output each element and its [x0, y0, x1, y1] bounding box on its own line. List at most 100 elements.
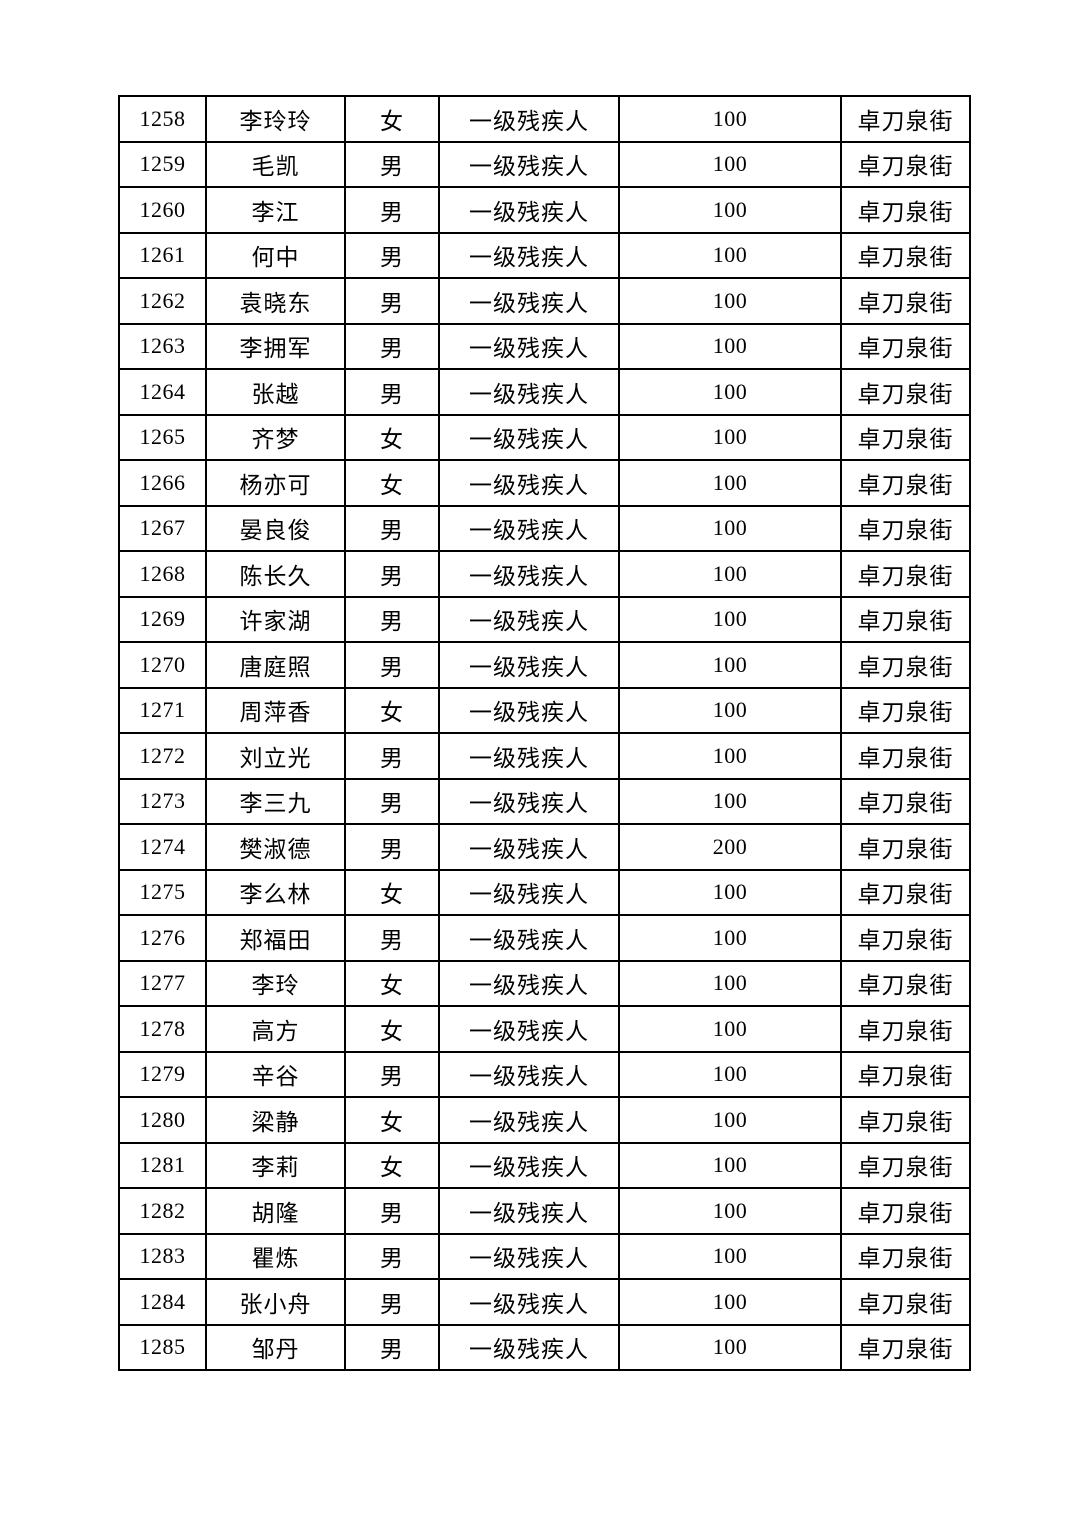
- table-row: 1279 辛谷男一级残疾人 100 卓刀泉街: [118, 1050, 971, 1098]
- cell-gender: 男: [344, 1323, 440, 1371]
- table-row: 1277 李玲女一级残疾人 100 卓刀泉街: [118, 959, 971, 1007]
- cell-serial: 1260: [118, 186, 207, 234]
- cell-name: 李么林: [205, 868, 346, 916]
- cell-street: 卓刀泉街: [840, 777, 971, 825]
- cell-street: 卓刀泉街: [840, 1323, 971, 1371]
- cell-category: 一级残疾人: [438, 459, 620, 507]
- cell-street: 卓刀泉街: [840, 823, 971, 871]
- cell-amount: 100: [618, 1278, 842, 1326]
- cell-serial: 1284: [118, 1278, 207, 1326]
- cell-name: 杨亦可: [205, 459, 346, 507]
- cell-serial: 1277: [118, 959, 207, 1007]
- cell-category: 一级残疾人: [438, 914, 620, 962]
- cell-gender: 男: [344, 1187, 440, 1235]
- cell-gender: 男: [344, 140, 440, 188]
- cell-category: 一级残疾人: [438, 1141, 620, 1189]
- cell-gender: 男: [344, 231, 440, 279]
- cell-category: 一级残疾人: [438, 277, 620, 325]
- cell-category: 一级残疾人: [438, 231, 620, 279]
- cell-name: 胡隆: [205, 1187, 346, 1235]
- cell-name: 李玲玲: [205, 95, 346, 143]
- cell-serial: 1268: [118, 550, 207, 598]
- cell-category: 一级残疾人: [438, 641, 620, 689]
- table-row: 1285 邹丹男一级残疾人 100 卓刀泉街: [118, 1323, 971, 1371]
- cell-street: 卓刀泉街: [840, 277, 971, 325]
- cell-gender: 男: [344, 914, 440, 962]
- cell-street: 卓刀泉街: [840, 1187, 971, 1235]
- cell-gender: 女: [344, 1005, 440, 1053]
- cell-gender: 男: [344, 732, 440, 780]
- cell-category: 一级残疾人: [438, 1187, 620, 1235]
- subsidy-roster-table: 1258 李玲玲女一级残疾人 100 卓刀泉街 1259 毛凯男一级残疾人 100 卓刀泉街 1…: [118, 95, 971, 1371]
- cell-category: 一级残疾人: [438, 686, 620, 734]
- cell-name: 樊淑德: [205, 823, 346, 871]
- table-row: 1269 许家湖男一级残疾人 100 卓刀泉街: [118, 595, 971, 643]
- cell-gender: 女: [344, 959, 440, 1007]
- cell-amount: 100: [618, 231, 842, 279]
- cell-category: 一级残疾人: [438, 777, 620, 825]
- table-row: 1259 毛凯男一级残疾人 100 卓刀泉街: [118, 140, 971, 188]
- cell-amount: 100: [618, 186, 842, 234]
- cell-amount: 100: [618, 459, 842, 507]
- cell-category: 一级残疾人: [438, 504, 620, 552]
- cell-amount: 100: [618, 1141, 842, 1189]
- cell-serial: 1265: [118, 413, 207, 461]
- cell-amount: 100: [618, 959, 842, 1007]
- cell-gender: 男: [344, 322, 440, 370]
- cell-gender: 男: [344, 550, 440, 598]
- cell-name: 张越: [205, 368, 346, 416]
- table-row: 1268 陈长久男一级残疾人 100 卓刀泉街: [118, 550, 971, 598]
- cell-category: 一级残疾人: [438, 550, 620, 598]
- table-row: 1273 李三九男一级残疾人 100 卓刀泉街: [118, 777, 971, 825]
- cell-name: 张小舟: [205, 1278, 346, 1326]
- cell-category: 一级残疾人: [438, 959, 620, 1007]
- cell-serial: 1281: [118, 1141, 207, 1189]
- cell-category: 一级残疾人: [438, 95, 620, 143]
- table-row: 1267 晏良俊男一级残疾人 100 卓刀泉街: [118, 504, 971, 552]
- table-row: 1278 高方女一级残疾人 100 卓刀泉街: [118, 1005, 971, 1053]
- cell-serial: 1261: [118, 231, 207, 279]
- cell-street: 卓刀泉街: [840, 368, 971, 416]
- cell-gender: 女: [344, 686, 440, 734]
- cell-gender: 男: [344, 595, 440, 643]
- table-row: 1272 刘立光男一级残疾人 100 卓刀泉街: [118, 732, 971, 780]
- cell-category: 一级残疾人: [438, 140, 620, 188]
- table-row: 1284 张小舟男一级残疾人 100 卓刀泉街: [118, 1278, 971, 1326]
- cell-gender: 男: [344, 504, 440, 552]
- cell-name: 陈长久: [205, 550, 346, 598]
- cell-category: 一级残疾人: [438, 1232, 620, 1280]
- cell-serial: 1264: [118, 368, 207, 416]
- cell-gender: 男: [344, 777, 440, 825]
- cell-amount: 100: [618, 686, 842, 734]
- cell-street: 卓刀泉街: [840, 641, 971, 689]
- cell-category: 一级残疾人: [438, 1096, 620, 1144]
- cell-serial: 1282: [118, 1187, 207, 1235]
- cell-category: 一级残疾人: [438, 1278, 620, 1326]
- cell-gender: 男: [344, 186, 440, 234]
- cell-serial: 1269: [118, 595, 207, 643]
- cell-serial: 1270: [118, 641, 207, 689]
- table-row: 1260 李江男一级残疾人 100 卓刀泉街: [118, 186, 971, 234]
- cell-name: 周萍香: [205, 686, 346, 734]
- cell-gender: 女: [344, 459, 440, 507]
- cell-amount: 100: [618, 95, 842, 143]
- cell-street: 卓刀泉街: [840, 732, 971, 780]
- cell-street: 卓刀泉街: [840, 322, 971, 370]
- table-row: 1265 齐梦女一级残疾人 100 卓刀泉街: [118, 413, 971, 461]
- table-row: 1262 袁晓东男一级残疾人 100 卓刀泉街: [118, 277, 971, 325]
- table-row: 1258 李玲玲女一级残疾人 100 卓刀泉街: [118, 95, 971, 143]
- cell-street: 卓刀泉街: [840, 1141, 971, 1189]
- cell-amount: 200: [618, 823, 842, 871]
- cell-serial: 1271: [118, 686, 207, 734]
- cell-serial: 1266: [118, 459, 207, 507]
- cell-amount: 100: [618, 1187, 842, 1235]
- cell-category: 一级残疾人: [438, 868, 620, 916]
- cell-amount: 100: [618, 1005, 842, 1053]
- table-row: 1276 郑福田男一级残疾人 100 卓刀泉街: [118, 914, 971, 962]
- cell-name: 李拥军: [205, 322, 346, 370]
- cell-serial: 1273: [118, 777, 207, 825]
- cell-gender: 女: [344, 1096, 440, 1144]
- cell-name: 辛谷: [205, 1050, 346, 1098]
- cell-serial: 1258: [118, 95, 207, 143]
